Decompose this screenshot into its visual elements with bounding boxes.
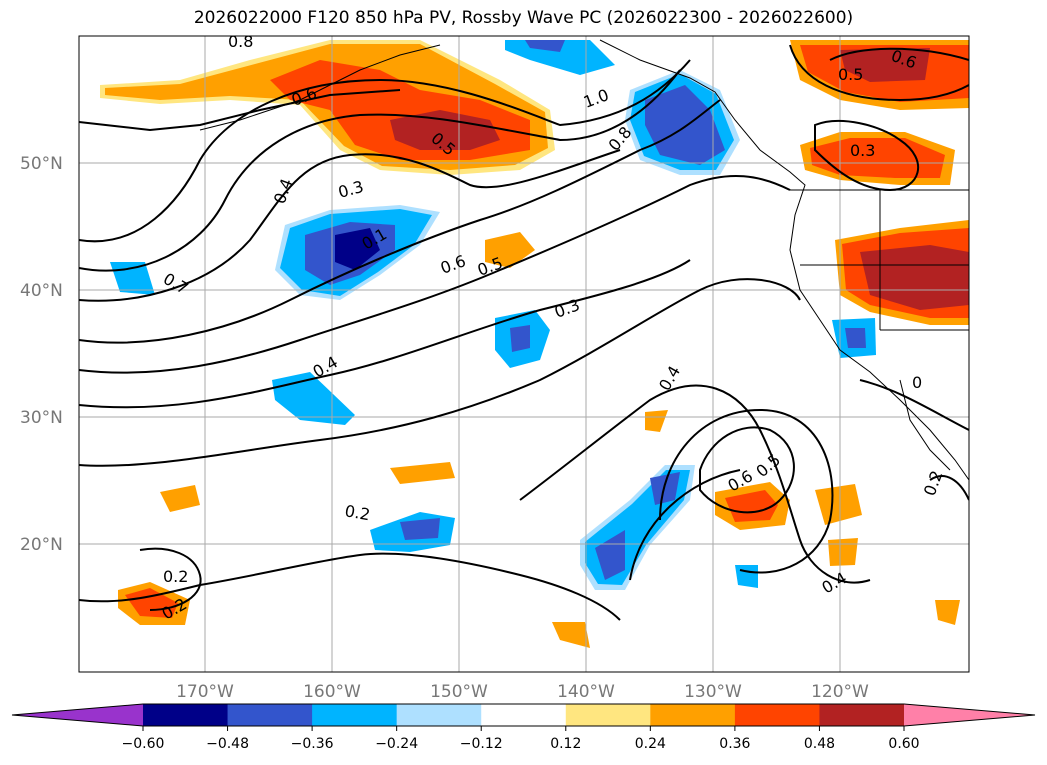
colorbar-tick-label: 0.36 <box>719 736 750 752</box>
contour-line <box>699 426 795 514</box>
contour-line <box>629 469 741 581</box>
lat-label: 20°N <box>20 535 63 555</box>
lat-label: 50°N <box>20 154 63 174</box>
colorbar-segment <box>819 704 905 726</box>
colorbar-tick-label: −0.24 <box>375 736 418 752</box>
lon-label: 120°W <box>811 682 869 702</box>
contour-line <box>79 89 401 132</box>
colorbar-tick-label: 0.24 <box>635 736 666 752</box>
colorbar-segment <box>227 704 313 726</box>
contour-line <box>139 547 202 611</box>
positive-anomaly <box>390 110 500 150</box>
contour-label: 0 <box>912 373 922 392</box>
colorbar-right-extension <box>904 704 1035 726</box>
colorbar-segment <box>734 704 820 726</box>
colorbar-tick-label: −0.48 <box>206 736 249 752</box>
positive-anomaly <box>725 490 778 522</box>
contour-line <box>79 99 721 344</box>
contour-label: 0.2 <box>343 501 371 524</box>
contour-label: 0.3 <box>850 141 875 160</box>
colorbar-tick-label: −0.36 <box>291 736 334 752</box>
lon-label: 150°W <box>430 682 488 702</box>
colorbar-segment <box>565 704 651 726</box>
contour-line <box>79 149 621 302</box>
negative-anomaly <box>845 328 866 348</box>
contour-label: 0.5 <box>838 65 863 84</box>
colorbar-left-extension <box>12 704 143 726</box>
positive-anomaly <box>645 410 668 432</box>
alaska-coastline <box>199 44 441 131</box>
colorbar-segment <box>481 704 567 726</box>
lon-label: 160°W <box>303 682 361 702</box>
negative-anomaly <box>645 85 725 165</box>
colorbar-tick-label: 0.12 <box>550 736 581 752</box>
colorbar-tick-label: 0.48 <box>804 736 835 752</box>
colorbar-segment <box>650 704 736 726</box>
north-america-coastline <box>599 39 969 481</box>
contour-line <box>859 379 969 431</box>
lon-label: 140°W <box>557 682 615 702</box>
contour-label: 0.8 <box>228 32 253 51</box>
negative-anomaly <box>272 372 355 425</box>
contour-line <box>79 278 801 467</box>
negative-anomaly <box>400 518 440 540</box>
colorbar-segments <box>143 704 905 726</box>
lat-label: 40°N <box>20 281 63 301</box>
positive-anomaly <box>828 538 858 566</box>
positive-anomaly <box>485 232 535 268</box>
negative-anomaly <box>335 228 380 270</box>
filled-anomalies <box>100 40 969 648</box>
contour-line <box>789 44 969 102</box>
positive-anomaly <box>840 48 930 82</box>
contour-line <box>79 259 691 409</box>
colorbar-segment <box>396 704 482 726</box>
contour-label: 0.2 <box>163 567 188 586</box>
contour-line <box>79 59 691 243</box>
positive-anomaly <box>810 138 945 178</box>
negative-anomaly <box>650 472 680 505</box>
negative-anomaly <box>735 565 758 588</box>
contour-line <box>929 475 969 501</box>
positive-anomaly <box>860 245 969 310</box>
positive-anomaly <box>935 600 960 625</box>
gridlines <box>79 36 969 672</box>
positive-anomaly <box>125 588 178 618</box>
longitude-labels: 170°W 160°W 150°W 140°W 130°W 120°W <box>176 682 869 702</box>
baja-coastline <box>899 379 951 471</box>
map-layers <box>79 36 969 672</box>
lon-label: 130°W <box>684 682 742 702</box>
colorbar-tick-label: −0.12 <box>460 736 503 752</box>
positive-anomaly <box>815 484 862 525</box>
negative-anomaly <box>525 40 565 52</box>
contours <box>79 44 969 621</box>
negative-anomaly <box>510 325 530 352</box>
latitude-labels: 50°N 40°N 30°N 20°N <box>20 154 63 555</box>
contour-line <box>659 408 834 574</box>
contour-line <box>79 552 621 621</box>
positive-anomaly <box>160 485 200 512</box>
colorbar-ticks: −0.60 −0.48 −0.36 −0.24 −0.12 0.12 0.24 0.36 0.4… <box>122 726 920 752</box>
positive-anomaly <box>552 622 590 648</box>
colorbar-segment <box>143 704 229 726</box>
colorbar-tick-label: 0.60 <box>888 736 919 752</box>
map-title: 2026022000 F120 850 hPa PV, Rossby Wave … <box>193 8 854 28</box>
map-frame <box>78 35 970 673</box>
contour-line <box>79 69 681 272</box>
lat-label: 30°N <box>20 408 63 428</box>
colorbar-segment <box>312 704 398 726</box>
contour-line <box>829 47 969 61</box>
contour-line <box>79 175 791 374</box>
contour-line <box>814 119 920 192</box>
lon-label: 170°W <box>176 682 234 702</box>
negative-anomaly <box>595 530 625 580</box>
positive-anomaly <box>390 462 455 484</box>
colorbar-tick-label: −0.60 <box>122 736 165 752</box>
colorbar: −0.60 −0.48 −0.36 −0.24 −0.12 0.12 0.24 0.36 0.4… <box>11 703 1036 752</box>
negative-anomaly <box>505 40 615 75</box>
